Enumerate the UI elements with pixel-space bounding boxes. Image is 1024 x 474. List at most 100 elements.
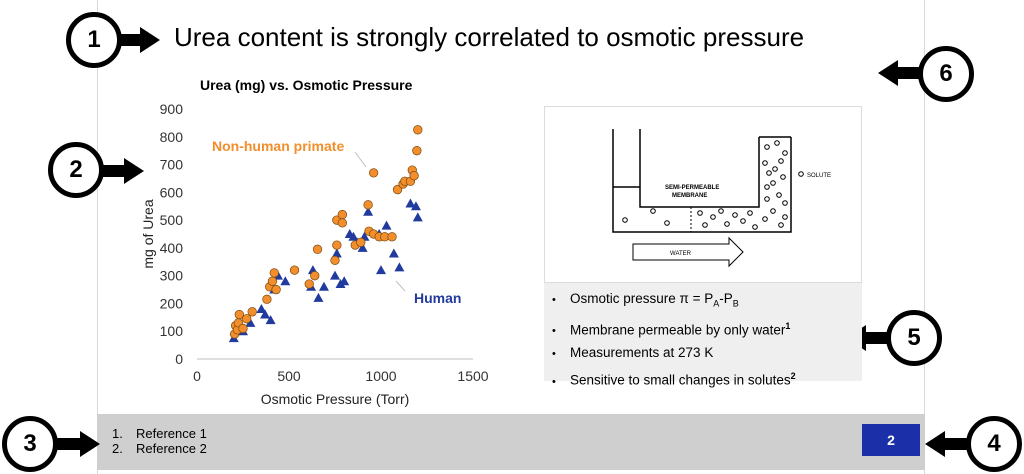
primate-data-point <box>247 307 257 317</box>
solute-particle <box>697 210 703 216</box>
callout-4: 4 <box>966 416 1022 472</box>
x-axis-label: Osmotic Pressure (Torr) <box>261 391 410 407</box>
human-data-point <box>348 231 359 241</box>
x-tick-label: 1500 <box>457 368 488 384</box>
bullet-text: Sensitive to small changes in solutes <box>570 372 791 388</box>
reference-text: Reference 2 <box>136 441 207 456</box>
primate-data-point <box>368 168 379 178</box>
y-tick-label: 100 <box>160 323 184 339</box>
subscript: B <box>732 298 739 309</box>
human-data-point <box>376 265 386 275</box>
bullet-item: • Osmotic pressure π = PA-PB <box>552 288 854 315</box>
y-tick-label: 800 <box>160 129 184 145</box>
y-tick-label: 300 <box>160 268 184 284</box>
solute-particle <box>770 180 776 186</box>
x-tick-label: 500 <box>277 368 301 384</box>
solute-particle <box>780 174 786 180</box>
y-tick-label: 500 <box>160 212 184 228</box>
callout-5: 5 <box>886 310 942 366</box>
solute-particle <box>766 170 772 176</box>
footer-bar <box>97 414 925 470</box>
membrane-label: MEMBRANE <box>672 193 707 199</box>
primate-data-point <box>387 232 397 242</box>
bullet-text: Osmotic pressure π = P <box>570 291 714 306</box>
human-data-point <box>363 206 374 216</box>
primate-data-point <box>267 276 278 286</box>
bullet-dot-icon: • <box>552 348 556 361</box>
human-data-point <box>265 315 276 325</box>
bullet-list: • Osmotic pressure π = PA-PB • Membrane pe… <box>544 283 862 388</box>
primate-annotation: Non-human primate <box>212 138 344 154</box>
solute-particle <box>782 150 788 156</box>
bullet-dot-icon: • <box>552 375 556 388</box>
y-tick-label: 600 <box>160 184 184 200</box>
bullet-dot-icon: • <box>552 294 556 306</box>
superscript: 2 <box>790 371 796 382</box>
arrow-left-icon <box>925 431 969 457</box>
solute-particle <box>718 208 724 214</box>
membrane-label: SEMI-PERMEABLE <box>665 185 719 191</box>
callout-3: 3 <box>2 416 58 472</box>
solute-label: SOLUTE <box>807 173 831 179</box>
human-data-point <box>318 281 329 291</box>
primate-data-point <box>312 244 323 254</box>
y-tick-label: 400 <box>160 240 184 256</box>
arrow-left-icon <box>878 60 922 86</box>
reference-number: 1. <box>112 426 123 441</box>
solute-particle <box>782 200 788 206</box>
primate-data-point <box>234 309 244 320</box>
primate-data-point <box>242 314 252 324</box>
primate-data-point <box>271 284 281 295</box>
reference-text: Reference 1 <box>136 426 207 441</box>
human-data-point <box>256 304 267 313</box>
primate-data-point <box>269 268 279 278</box>
solute-particle <box>702 222 708 228</box>
primate-data-point <box>262 294 272 304</box>
scatter-chart: 0 100 200 300 400 500 600 700 800 900 0 500 1000 1500… <box>140 101 489 407</box>
human-data-point <box>388 248 399 258</box>
solute-particle <box>774 140 780 146</box>
y-axis-label: mg of Urea <box>140 199 156 268</box>
solute-particle <box>650 208 656 214</box>
solute-particle <box>764 184 770 190</box>
bullet-item: • Sensitive to small changes in solutes2 <box>552 365 854 393</box>
reference-item: 1. Reference 1 <box>112 426 207 441</box>
solute-particle <box>778 222 784 228</box>
chart-title: Urea (mg) vs. Osmotic Pressure <box>200 77 413 93</box>
primate-data-point <box>310 271 320 281</box>
solute-particle <box>724 221 730 227</box>
human-data-point <box>381 220 392 230</box>
x-tick-label: 1000 <box>365 368 396 384</box>
solute-particle <box>762 160 768 166</box>
human-data-point <box>394 262 405 272</box>
subscript: A <box>713 298 720 309</box>
bullet-item: • Measurements at 273 K <box>552 342 854 365</box>
bullet-item: • Membrane permeable by only water1 <box>552 315 854 343</box>
page-number-badge: 2 <box>862 424 920 456</box>
reference-number: 2. <box>112 441 123 456</box>
solute-particle <box>762 216 768 222</box>
human-data-point <box>331 248 342 258</box>
callout-2: 2 <box>48 142 104 198</box>
callout-6: 6 <box>918 46 974 102</box>
references-list: 1. Reference 1 2. Reference 2 <box>112 426 207 456</box>
arrow-right-icon <box>56 431 100 457</box>
primate-data-point <box>289 265 300 275</box>
solute-particle <box>764 144 770 150</box>
bullet-text: -P <box>719 291 733 306</box>
solute-particle <box>782 214 788 220</box>
primate-data-point <box>412 146 422 156</box>
solute-particle <box>664 220 670 226</box>
callout-1: 1 <box>66 12 122 68</box>
human-data-point <box>280 276 291 286</box>
solute-particle <box>752 224 758 230</box>
arrow-right-icon <box>118 27 160 53</box>
x-tick-label: 0 <box>193 368 201 384</box>
primate-data-point <box>409 171 419 181</box>
primate-data-point <box>330 255 340 266</box>
solute-particle <box>622 217 628 223</box>
reference-item: 2. Reference 2 <box>112 441 207 456</box>
primate-annotation-leader <box>354 151 367 168</box>
osmosis-diagram: SOLUTE SEMI-PERMEABLE MEMBRANE WATER <box>544 106 862 283</box>
primate-data-point <box>363 200 373 210</box>
